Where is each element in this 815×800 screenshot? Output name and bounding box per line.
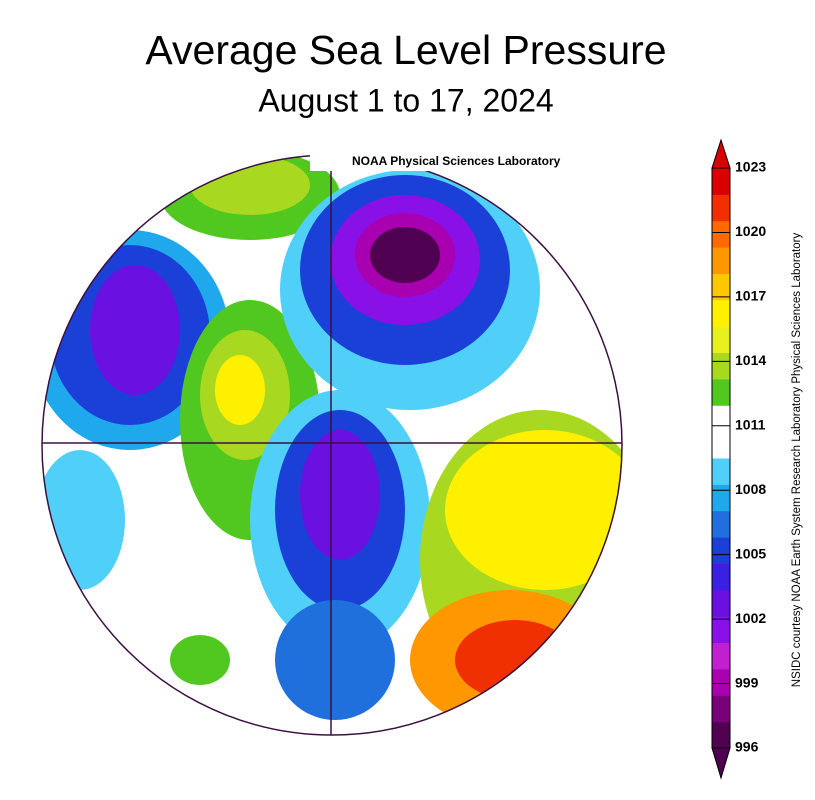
colorbar-tick-label: 999 [735,674,759,690]
colorbar-segment [712,642,730,670]
title: Average Sea Level Pressure [145,27,666,73]
colorbar-tick-label: 1020 [735,223,766,239]
colorbar-segment [712,668,730,696]
colorbar-segment [712,352,730,380]
colorbar-segment [712,431,730,459]
colorbar-segment [712,194,730,222]
credit: NSIDC courtesy NOAA Earth System Researc… [791,233,803,688]
colorbar-bottom-arrow [711,747,731,780]
colorbar-segment [712,721,730,749]
colorbar: 996 999 1002 1005 1008 1011 1014 1017 1020 1023 [711,138,766,780]
colorbar-tick-label: 1005 [735,545,766,561]
colorbar-tick-label: 996 [735,739,759,755]
colorbar-segment [712,378,730,406]
watermark-box [310,151,622,171]
colorbar-segment [712,220,730,248]
colorbar-segment [712,326,730,354]
subtitle: August 1 to 17, 2024 [258,82,553,118]
colorbar-segment [712,537,730,564]
colorbar-tick-label: 1008 [735,481,766,497]
colorbar-segment [712,273,730,301]
colorbar-tick-label: 1014 [735,352,766,368]
colorbar-tick-label: 1017 [735,288,766,304]
colorbar-segment [712,589,730,617]
colorbar-tick-label: 1011 [735,416,766,432]
colorbar-segment [712,695,730,723]
colorbar-tick-label: 1023 [735,159,766,175]
colorbar-tick-label: 1002 [735,610,766,626]
colorbar-segment [712,405,730,433]
colorbar-segment [712,299,730,327]
colorbar-top-arrow [711,138,731,169]
colorbar-segment [712,168,730,195]
colorbar-segment [712,563,730,591]
colorbar-segment [712,458,730,485]
colorbar-segment [712,510,730,538]
pressure-map [42,155,622,735]
colorbar-segment [712,616,730,644]
watermark: NOAA Physical Sciences Laboratory [352,154,561,168]
colorbar-segment [712,484,730,512]
colorbar-segment [712,247,730,274]
